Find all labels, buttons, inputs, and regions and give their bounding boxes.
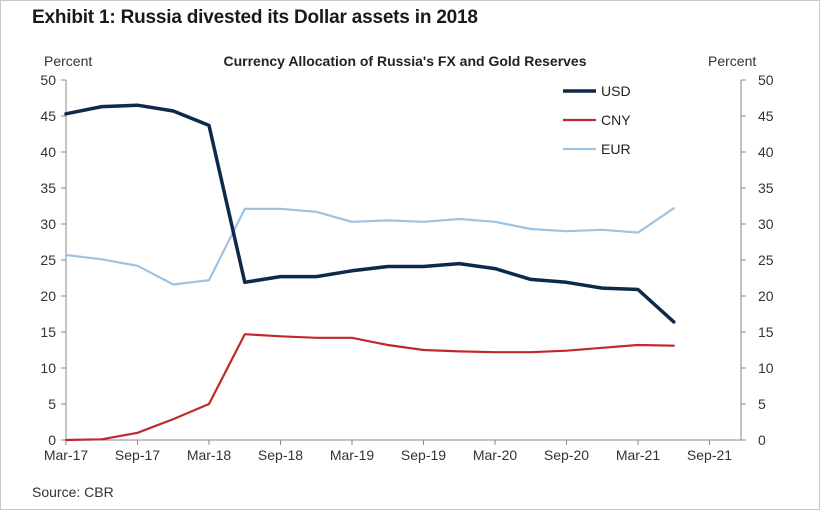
x-tick-label: Mar-19 xyxy=(330,447,375,463)
y-tick-label-right: 15 xyxy=(758,324,774,340)
source-note: Source: CBR xyxy=(32,484,114,500)
y-tick-label-right: 10 xyxy=(758,360,774,376)
series-layer xyxy=(64,103,676,442)
x-tick-label: Sep-17 xyxy=(115,447,160,463)
series-line-eur xyxy=(64,207,675,286)
chart-title: Currency Allocation of Russia's FX and G… xyxy=(223,53,586,69)
y-tick-label-right: 40 xyxy=(758,144,774,160)
y-tick-label-right: 50 xyxy=(758,72,774,88)
y-tick-label-right: 25 xyxy=(758,252,774,268)
x-tick-label: Sep-19 xyxy=(401,447,446,463)
axes-layer: 0 0 5 5 10 10 15 15 20 20 25 25 30 30 35 35 40 40 45 45 50 50… xyxy=(40,72,773,463)
y-tick-label-left: 10 xyxy=(40,360,56,376)
legend-label-eur: EUR xyxy=(601,141,631,157)
y-tick-label-right: 0 xyxy=(758,432,766,448)
y-tick-label-left: 50 xyxy=(40,72,56,88)
y-tick-label-left: 20 xyxy=(40,288,56,304)
y-tick-label-right: 45 xyxy=(758,108,774,124)
x-tick-label: Sep-20 xyxy=(544,447,589,463)
y-tick-label-left: 0 xyxy=(48,432,56,448)
y-tick-label-left: 15 xyxy=(40,324,56,340)
x-tick-label: Mar-20 xyxy=(473,447,518,463)
x-tick-label: Mar-17 xyxy=(44,447,89,463)
y-tick-label-right: 35 xyxy=(758,180,774,196)
y-tick-label-left: 5 xyxy=(48,396,56,412)
y-tick-label-left: 35 xyxy=(40,180,56,196)
left-axis-unit-label: Percent xyxy=(44,53,92,69)
exhibit-title: Exhibit 1: Russia divested its Dollar as… xyxy=(32,7,478,28)
right-axis-unit-label: Percent xyxy=(708,53,756,69)
x-tick-label: Mar-18 xyxy=(187,447,232,463)
y-tick-label-right: 30 xyxy=(758,216,774,232)
x-tick-label: Sep-21 xyxy=(687,447,732,463)
series-line-usd xyxy=(64,103,676,324)
y-tick-label-left: 25 xyxy=(40,252,56,268)
series-line-cny xyxy=(64,333,675,442)
x-tick-label: Mar-21 xyxy=(616,447,661,463)
y-tick-label-left: 45 xyxy=(40,108,56,124)
x-tick-label: Sep-18 xyxy=(258,447,303,463)
y-tick-label-right: 20 xyxy=(758,288,774,304)
y-tick-label-left: 30 xyxy=(40,216,56,232)
y-tick-label-right: 5 xyxy=(758,396,766,412)
legend: USD CNY EUR xyxy=(563,83,631,157)
legend-label-cny: CNY xyxy=(601,112,631,128)
legend-label-usd: USD xyxy=(601,83,631,99)
y-tick-label-left: 40 xyxy=(40,144,56,160)
